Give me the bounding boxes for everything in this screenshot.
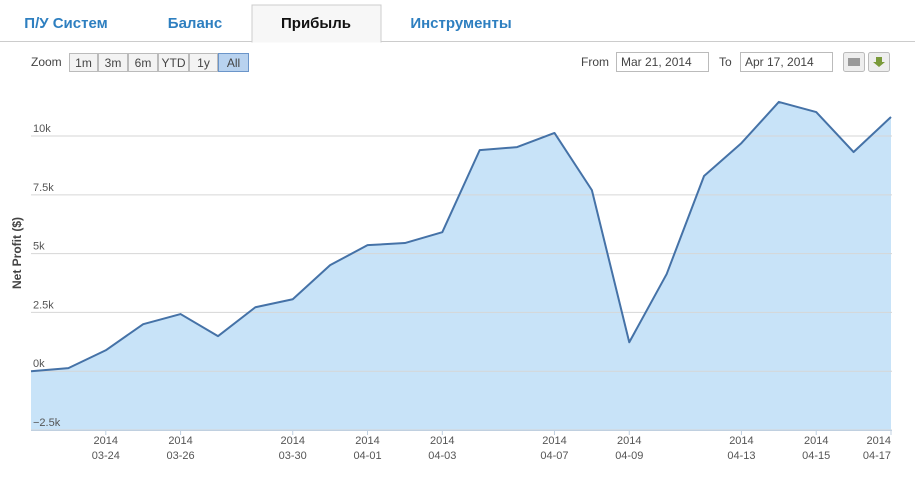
- to-input[interactable]: [740, 52, 833, 72]
- to-label: To: [719, 55, 732, 69]
- zoom-button[interactable]: [218, 53, 249, 72]
- x-tick-day: 04-03: [428, 450, 456, 462]
- tab[interactable]: П/У Систем: [24, 15, 107, 32]
- y-tick-label: −2.5k: [33, 417, 61, 429]
- zoom-button-label[interactable]: 3m: [105, 56, 122, 70]
- line: [30, 100, 892, 373]
- x-tick-day: 04-13: [727, 450, 755, 462]
- x-tick-day: 04-07: [540, 450, 568, 462]
- zoom-button[interactable]: [189, 53, 218, 72]
- zoom-button[interactable]: [128, 53, 158, 72]
- x-tick-year: 2014: [867, 435, 891, 447]
- zoom-button-label[interactable]: YTD: [162, 56, 186, 70]
- y-tick-label: 5k: [33, 241, 45, 253]
- x-tick-day: 04-01: [353, 450, 381, 462]
- x-tick-day: 04-09: [615, 450, 643, 462]
- x-tick-day: 04-17: [863, 450, 891, 462]
- zoom-button-label[interactable]: 1y: [197, 56, 210, 70]
- y-axis-title: Net Profit ($): [10, 217, 24, 289]
- chart: −2.5k 0k 2.5k 5k 7.5k 10k 2014 03-24 2014 03-26 20…: [10, 100, 892, 462]
- tab[interactable]: Прибыль: [281, 15, 351, 32]
- from-input[interactable]: [616, 52, 709, 72]
- from-value: Mar 21, 2014: [621, 55, 692, 69]
- zoom-button-label[interactable]: All: [227, 56, 240, 70]
- tab[interactable]: Баланс: [168, 15, 222, 32]
- y-tick-label: 0k: [33, 358, 45, 370]
- print-icon: [848, 58, 860, 66]
- x-tick-year: 2014: [430, 435, 454, 447]
- y-tick-label: 7.5k: [33, 182, 54, 194]
- to-value: Apr 17, 2014: [745, 55, 814, 69]
- x-tick-year: 2014: [94, 435, 118, 447]
- area: [31, 101, 891, 431]
- x-tick-year: 2014: [729, 435, 753, 447]
- from-label: From: [581, 55, 609, 69]
- zoom-button-label[interactable]: 6m: [135, 56, 152, 70]
- x-tick-year: 2014: [168, 435, 192, 447]
- y-tick-label: 10k: [33, 123, 51, 135]
- x-tick-year: 2014: [542, 435, 566, 447]
- x-tick-year: 2014: [355, 435, 379, 447]
- zoom-button-label[interactable]: 1m: [75, 56, 92, 70]
- tab[interactable]: Инструменты: [410, 15, 511, 32]
- x-tick-day: 03-30: [279, 450, 307, 462]
- x-tick-day: 03-24: [92, 450, 120, 462]
- zoom-label: Zoom: [31, 55, 62, 69]
- y-tick-label: 2.5k: [33, 299, 54, 311]
- download-icon: [873, 57, 885, 67]
- x-tick-year: 2014: [617, 435, 641, 447]
- x-tick-year: 2014: [804, 435, 828, 447]
- zoom-button[interactable]: [98, 53, 128, 72]
- x-tick-day: 04-15: [802, 450, 830, 462]
- zoom-button[interactable]: [158, 53, 189, 72]
- zoom-button[interactable]: [69, 53, 98, 72]
- x-tick-day: 03-26: [166, 450, 194, 462]
- x-tick-year: 2014: [280, 435, 304, 447]
